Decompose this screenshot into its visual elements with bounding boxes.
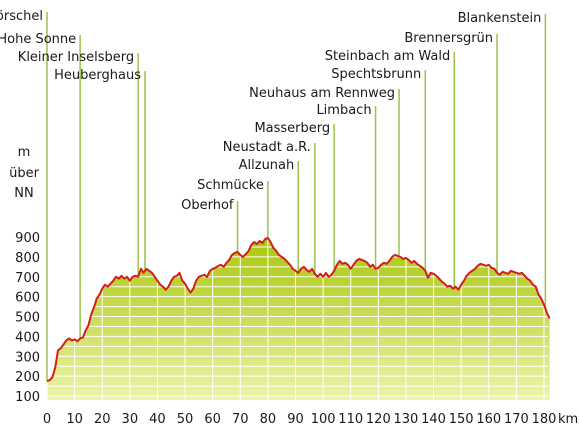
place-label: Brennersgrün [404,31,493,46]
place-label: Kleiner Inselsberg [18,50,134,65]
marker-layer [46,12,547,382]
x-tick-label: 90 [287,412,304,427]
place-label: Heuberghaus [54,68,141,83]
y-tick-label: 300 [15,350,40,365]
elevation-area [47,238,550,400]
y-axis-label: über [9,166,39,181]
place-label: Limbach [316,103,371,118]
place-label: Oberhof [181,198,234,213]
y-tick-label: 400 [15,330,40,345]
x-tick-label: 130 [394,412,419,427]
y-tick-label: 500 [15,311,40,326]
place-label: Steinbach am Wald [325,49,451,64]
y-tick-label: 200 [15,370,40,385]
y-tick-label: 700 [15,271,40,286]
y-axis-label: NN [14,186,33,201]
place-label: Allzunah [239,158,295,173]
x-tick-label: 80 [260,412,277,427]
x-tick-label: 120 [366,412,391,427]
line-layer [46,237,551,383]
x-tick-label: 50 [177,412,194,427]
x-tick-label: 60 [204,412,221,427]
label-layer: Hörschel Hohe Sonne Kleiner Inselsberg Heub… [0,9,541,213]
place-label: Schmücke [197,178,264,193]
x-tick-label: 0 [43,412,51,427]
place-label: Spechtsbrunn [331,67,421,82]
x-tick-label: 160 [476,412,501,427]
elevation-line [46,237,551,383]
y-tick-label: 600 [15,291,40,306]
x-tick-label: 30 [122,412,139,427]
x-tick-label: 150 [449,412,474,427]
place-label: Hörschel [0,9,43,24]
area-layer [47,238,550,400]
y-axis: 100 200 300 400 500 600 700 800 900 m über NN [9,145,40,405]
x-tick-label: 180 [532,412,557,427]
y-tick-label: 100 [15,390,40,405]
x-tick-label: 100 [311,412,336,427]
x-axis: 0 10 20 30 40 50 60 70 80 90 100 110 120 130 140 150 160… [43,412,578,427]
x-tick-label: 170 [504,412,529,427]
place-label: Hohe Sonne [0,32,76,47]
y-tick-label: 800 [15,251,40,266]
place-label: Blankenstein [458,11,542,26]
y-axis-label: m [18,145,31,160]
place-label: Neuhaus am Rennweg [249,86,395,101]
x-tick-label: 10 [66,412,83,427]
x-tick-label: 40 [149,412,166,427]
place-label: Neustadt a.R. [223,140,311,155]
y-tick-label: 900 [15,231,40,246]
x-tick-label: 70 [232,412,249,427]
place-label: Masserberg [254,121,330,136]
x-axis-label: km [558,412,578,427]
x-tick-label: 140 [421,412,446,427]
x-tick-label: 110 [338,412,363,427]
x-tick-label: 20 [94,412,111,427]
